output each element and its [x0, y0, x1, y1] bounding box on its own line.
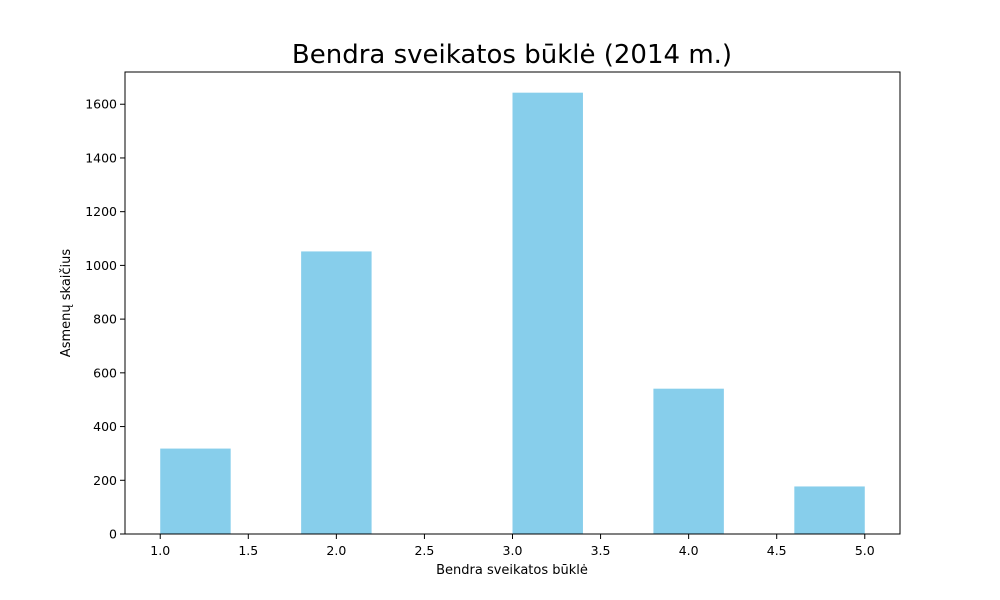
- chart-title: Bendra sveikatos būklė (2014 m.): [292, 40, 732, 70]
- y-tick-label: 1600: [85, 97, 117, 112]
- bar-1: [160, 448, 231, 534]
- y-tick-label: 1200: [85, 204, 117, 219]
- y-axis-ticks: 0 200 400 600 800 1000 1200 1400 1600: [85, 97, 125, 542]
- y-tick-label: 800: [93, 312, 117, 327]
- x-tick-label: 5.0: [855, 543, 875, 558]
- y-tick-label: 200: [93, 473, 117, 488]
- x-tick-label: 3.5: [591, 543, 611, 558]
- plot-frame: [124, 71, 901, 535]
- bar-2: [301, 251, 372, 534]
- bars-group: [160, 92, 865, 534]
- y-tick-label: 1400: [85, 150, 117, 165]
- y-tick-label: 600: [93, 365, 117, 380]
- y-tick-label: 0: [109, 527, 117, 542]
- y-axis-label: Asmenų skaičius: [59, 249, 74, 358]
- x-tick-label: 1.0: [150, 543, 170, 558]
- x-tick-label: 1.5: [238, 543, 258, 558]
- x-tick-label: 3.0: [503, 543, 523, 558]
- x-tick-label: 2.0: [326, 543, 346, 558]
- bar-5: [794, 486, 865, 534]
- bar-3: [512, 92, 583, 534]
- x-axis-ticks: 1.0 1.5 2.0 2.5 3.0 3.5 4.0 4.5 5.0: [150, 534, 875, 558]
- x-tick-label: 4.0: [679, 543, 699, 558]
- bar-4: [653, 388, 724, 534]
- x-axis-label: Bendra sveikatos būklė: [436, 563, 588, 578]
- x-tick-label: 2.5: [414, 543, 434, 558]
- x-tick-label: 4.5: [767, 543, 787, 558]
- y-tick-label: 1000: [85, 258, 117, 273]
- y-tick-label: 400: [93, 419, 117, 434]
